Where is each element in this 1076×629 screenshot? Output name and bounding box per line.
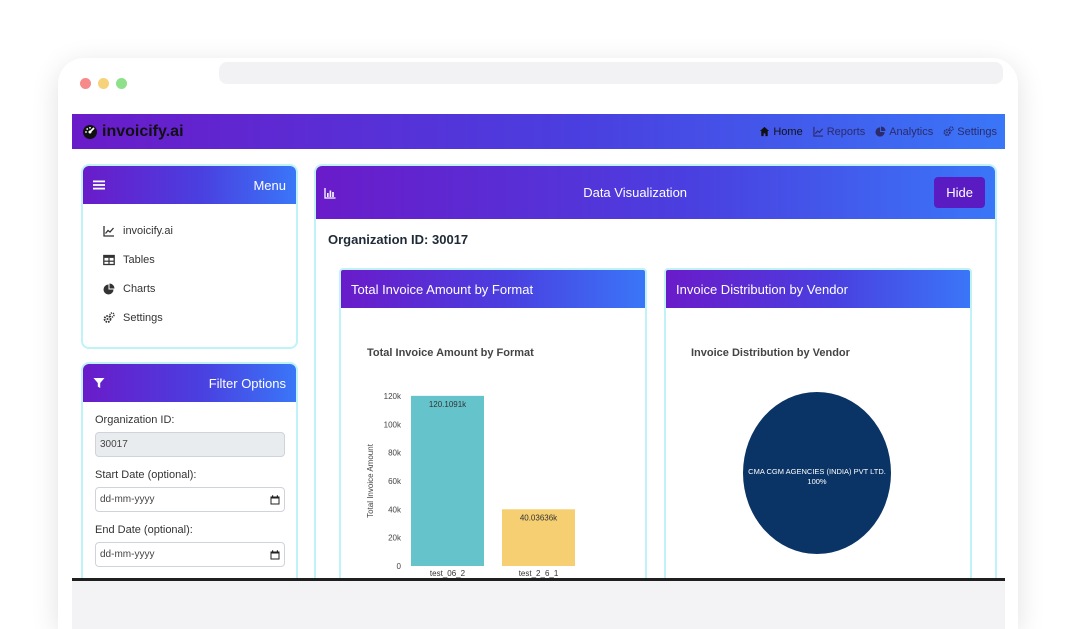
viz-title: Data Visualization xyxy=(583,185,688,200)
maximize-window-button[interactable] xyxy=(116,78,127,89)
y-tick-label: 80k xyxy=(388,449,402,458)
y-tick-label: 0 xyxy=(397,562,402,571)
viz-header: Data Visualization Hide xyxy=(316,166,995,219)
y-tick-label: 100k xyxy=(384,420,402,429)
menu-item-label: invoicify.ai xyxy=(123,224,173,237)
nav-settings-label: Settings xyxy=(957,125,997,138)
pie-slice xyxy=(743,392,891,554)
vendor-chart-header: Invoice Distribution by Vendor xyxy=(666,270,970,308)
window-controls xyxy=(80,78,127,89)
nav-home[interactable]: Home xyxy=(759,125,803,138)
bar-data-label: 120.1091k xyxy=(429,400,467,409)
line-chart-icon xyxy=(813,126,823,137)
bar-chart-title: Total Invoice Amount by Format xyxy=(367,347,534,359)
y-tick-label: 120k xyxy=(384,392,402,401)
menu-list: invoicify.ai Tables Charts Settings xyxy=(83,204,296,332)
window-footer xyxy=(72,581,1005,629)
bar-chart: 0 20k 40k 60k 80k 100k 120k Total Invoice Amoun… xyxy=(366,392,575,578)
filter-card: Filter Options Organization ID: 30017 St… xyxy=(81,362,298,579)
menu-item-settings[interactable]: Settings xyxy=(103,303,296,332)
calendar-icon[interactable] xyxy=(270,549,280,560)
viewport-bottom-edge xyxy=(72,578,1005,581)
nav-settings[interactable]: Settings xyxy=(943,126,997,138)
nav-home-label: Home xyxy=(773,125,803,138)
address-bar[interactable] xyxy=(219,62,1003,84)
hide-button[interactable]: Hide xyxy=(934,177,985,208)
bar xyxy=(502,509,575,566)
start-date-placeholder: dd-mm-yyyy xyxy=(100,494,155,505)
filter-form: Organization ID: 30017 Start Date (optio… xyxy=(83,402,296,567)
start-date-input[interactable]: dd-mm-yyyy xyxy=(95,487,285,512)
data-visualization-card: Data Visualization Hide Organization ID:… xyxy=(314,164,997,579)
gears-icon xyxy=(943,126,954,136)
y-tick-label: 20k xyxy=(388,534,402,543)
menu-item-tables[interactable]: Tables xyxy=(103,245,296,274)
minimize-window-button[interactable] xyxy=(98,78,109,89)
y-tick-label: 60k xyxy=(388,477,402,486)
brand-logo[interactable]: invoicify.ai xyxy=(82,123,184,141)
filter-header: Filter Options xyxy=(83,364,296,402)
menu-header: Menu xyxy=(83,166,296,204)
x-tick-label: test_06_2 xyxy=(430,569,466,578)
y-axis-label: Total Invoice Amount xyxy=(366,443,375,518)
home-icon xyxy=(760,126,770,137)
filter-title: Filter Options xyxy=(208,375,286,391)
page-viewport: invoicify.ai Home Reports Analytics Sett… xyxy=(72,114,1005,579)
menu-item-label: Settings xyxy=(123,311,163,324)
nav-links: Home Reports Analytics Settings xyxy=(759,126,997,138)
org-id-label: Organization ID: xyxy=(95,414,175,426)
gears-icon xyxy=(103,311,115,323)
x-tick-label: test_2_6_1 xyxy=(519,569,559,578)
nav-reports[interactable]: Reports xyxy=(813,125,866,138)
vendor-chart-card: Invoice Distribution by Vendor Invoice D… xyxy=(664,268,972,579)
calendar-icon[interactable] xyxy=(270,494,280,505)
menu-item-invoicify[interactable]: invoicify.ai xyxy=(103,216,296,245)
hamburger-icon[interactable] xyxy=(93,179,105,191)
filter-icon xyxy=(93,378,105,388)
bar-chart-icon xyxy=(324,187,336,199)
format-chart-card: Total Invoice Amount by Format Total Inv… xyxy=(339,268,647,579)
close-window-button[interactable] xyxy=(80,78,91,89)
bar-data-label: 40.03636k xyxy=(520,513,558,522)
end-date-placeholder: dd-mm-yyyy xyxy=(100,549,155,560)
pie-chart-icon xyxy=(875,126,886,137)
org-id-value: 30017 xyxy=(100,439,128,450)
pie-chart-title: Invoice Distribution by Vendor xyxy=(691,347,850,359)
dashboard-gauge-icon xyxy=(83,124,97,139)
nav-reports-label: Reports xyxy=(826,125,866,138)
pie-chart-icon xyxy=(103,283,115,294)
brand-name: invoicify.ai xyxy=(102,122,184,140)
menu-item-charts[interactable]: Charts xyxy=(103,274,296,303)
nav-analytics[interactable]: Analytics xyxy=(875,126,933,138)
menu-card: Menu invoicify.ai Tables Charts Settings xyxy=(81,164,298,349)
menu-item-label: Tables xyxy=(123,253,155,266)
end-date-input[interactable]: dd-mm-yyyy xyxy=(95,542,285,567)
format-chart-header: Total Invoice Amount by Format xyxy=(341,270,645,308)
end-date-label: End Date (optional): xyxy=(95,524,193,536)
start-date-label: Start Date (optional): xyxy=(95,469,197,481)
org-id-input[interactable]: 30017 xyxy=(95,432,285,457)
top-navbar: invoicify.ai Home Reports Analytics Sett… xyxy=(72,114,1005,149)
nav-analytics-label: Analytics xyxy=(889,125,934,138)
bar xyxy=(411,395,484,566)
table-icon xyxy=(103,254,115,265)
pie-slice-label: CMA CGM AGENCIES (INDIA) PVT LTD. xyxy=(748,467,886,476)
menu-title: Menu xyxy=(253,177,286,193)
pie-slice-percent: 100% xyxy=(807,477,827,486)
organization-heading: Organization ID: 30017 xyxy=(328,232,469,247)
line-chart-icon xyxy=(103,225,114,237)
y-tick-label: 40k xyxy=(388,505,402,514)
menu-item-label: Charts xyxy=(123,282,156,295)
pie-chart: CMA CGM AGENCIES (INDIA) PVT LTD.100% xyxy=(743,392,891,554)
